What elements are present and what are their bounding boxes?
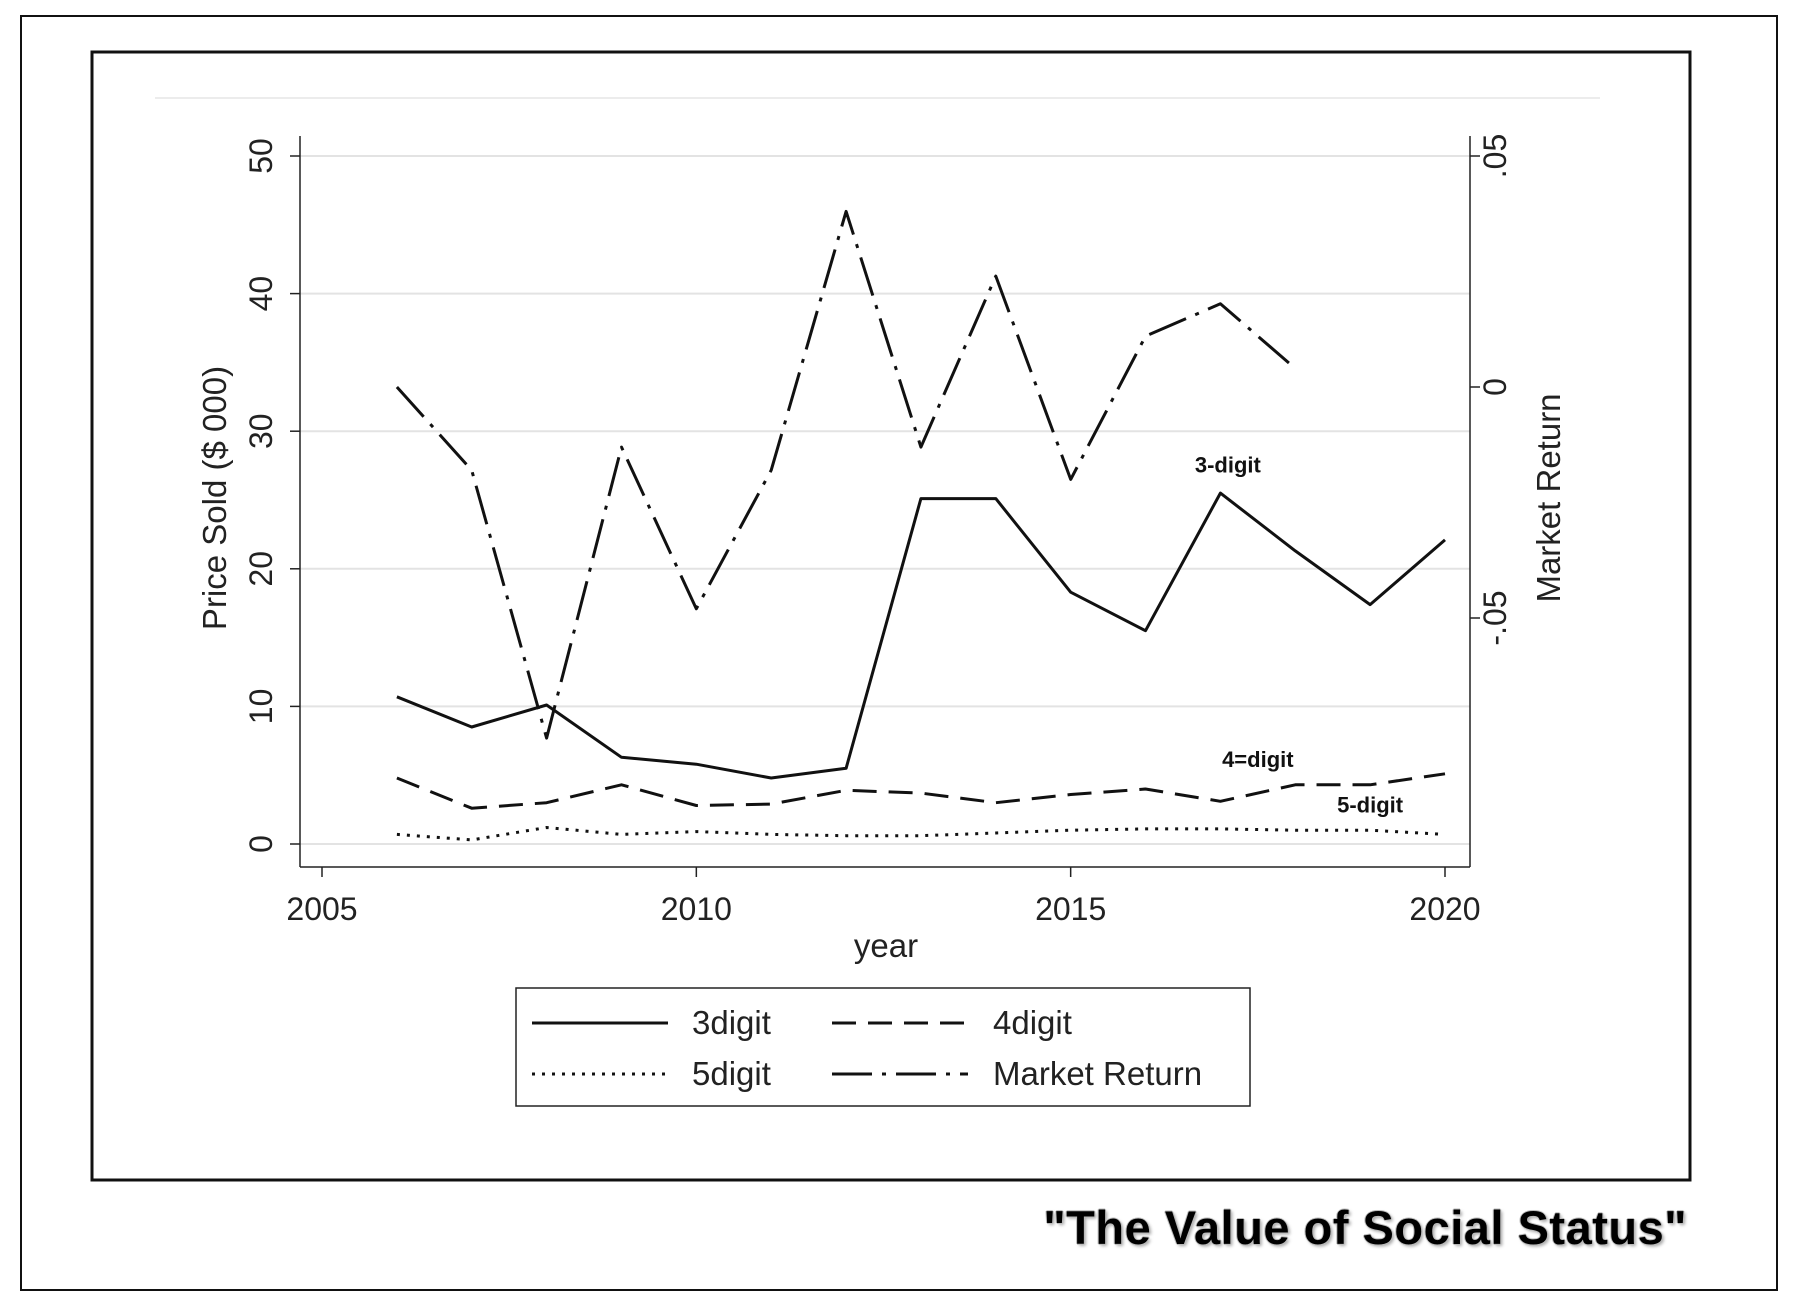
y-tick-label: 40 [243,276,279,312]
legend-label: 5digit [692,1055,771,1092]
y-axis-title: Price Sold ($ 000) [196,366,233,630]
y2-axis-title: Market Return [1530,393,1567,602]
x-axis-title: year [854,927,918,964]
legend-box [515,987,1251,1107]
y2-tick-label: 0 [1477,378,1513,396]
series-line-4digit [396,772,1446,810]
x-tick-label: 2010 [661,891,732,927]
x-tick-label: 2020 [1409,891,1480,927]
caption: "The Value of Social Status" [1043,1201,1687,1254]
series-line-3digit [396,491,1446,780]
series-line-market-return [395,209,1297,740]
annotation-label: 5-digit [1337,792,1404,817]
series-line-5digit [396,826,1446,842]
y-tick-label: 10 [243,689,279,725]
graph-frame [90,50,1692,1182]
legend-label: 4digit [993,1004,1072,1041]
legend-label: Market Return [993,1055,1202,1092]
x-tick-label: 2005 [286,891,357,927]
y2-tick-label: -.05 [1477,590,1513,645]
x-tick-label: 2015 [1035,891,1106,927]
y-tick-label: 20 [243,551,279,587]
y-tick-label: 0 [243,835,279,853]
annotation-label: 4=digit [1222,747,1294,772]
y-tick-label: 50 [243,138,279,174]
y-tick-label: 30 [243,413,279,449]
y2-tick-label: .05 [1477,134,1513,178]
annotation-label: 3-digit [1195,452,1262,477]
legend-label: 3digit [692,1004,771,1041]
